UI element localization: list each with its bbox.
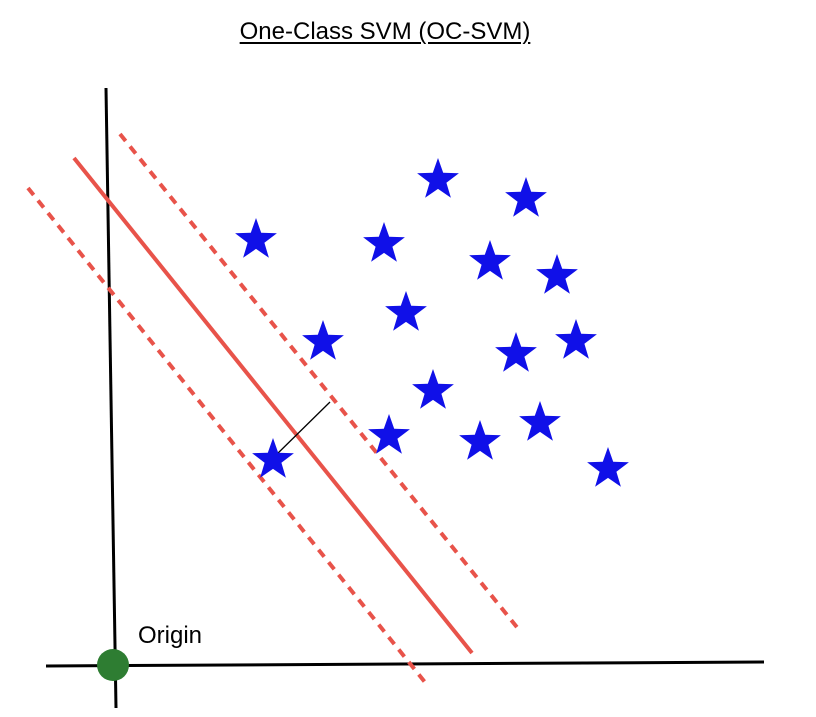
star-icon — [412, 369, 454, 409]
star-icon — [302, 320, 344, 360]
star-icon — [536, 254, 578, 294]
upper-margin-line — [118, 132, 522, 633]
star-icon — [505, 177, 547, 217]
x-axis — [45, 660, 765, 668]
origin-point — [97, 649, 129, 681]
margin-indicator-line — [272, 401, 331, 459]
star-icon — [417, 158, 459, 198]
star-icon — [469, 240, 511, 280]
lower-margin-line — [26, 186, 430, 688]
star-icon — [363, 222, 405, 262]
star-icon — [555, 319, 597, 359]
y-axis — [104, 87, 118, 709]
star-icon — [235, 218, 277, 258]
origin-label: Origin — [138, 622, 203, 649]
decision-boundary — [72, 156, 474, 655]
star-icon — [385, 291, 427, 331]
star-icon — [495, 332, 537, 372]
star-icon — [519, 401, 561, 441]
star-icon — [459, 420, 501, 460]
diagram-title: One-Class SVM (OC-SVM) — [239, 18, 531, 45]
star-icon — [587, 447, 629, 487]
